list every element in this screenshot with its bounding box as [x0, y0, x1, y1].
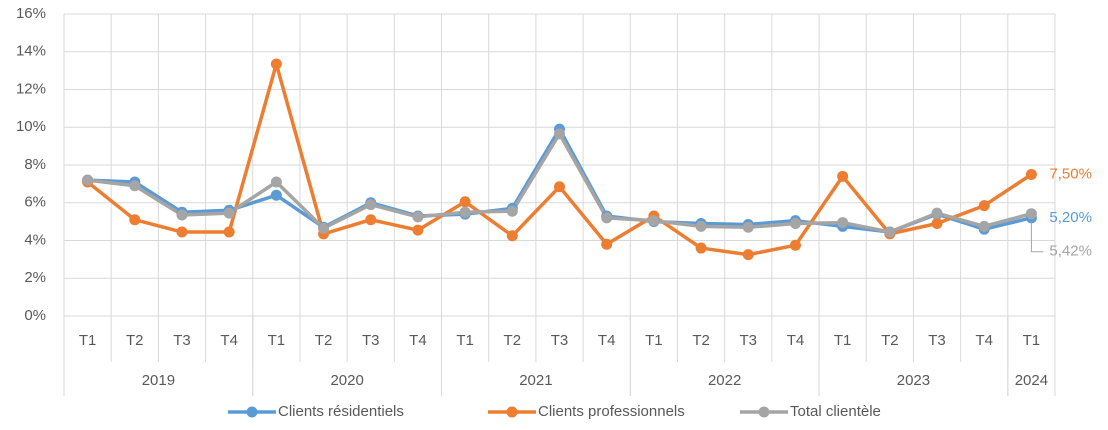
x-tick-label: T3 [551, 332, 569, 349]
data-point [931, 218, 943, 230]
data-point [459, 196, 471, 208]
x-tick-label: T2 [315, 332, 333, 349]
data-point [270, 176, 282, 188]
x-tick-label: T1 [1023, 332, 1041, 349]
data-point [459, 206, 471, 218]
data-point [82, 174, 94, 186]
y-tick-label: 2% [24, 269, 46, 286]
data-point [742, 221, 754, 233]
x-tick-label: T4 [598, 332, 616, 349]
data-point [223, 207, 235, 219]
x-tick-label: T4 [787, 332, 805, 349]
data-point [601, 238, 613, 250]
data-point [176, 209, 188, 221]
x-group-label: 2022 [708, 372, 741, 389]
x-tick-label: T3 [928, 332, 946, 349]
data-point [318, 222, 330, 234]
data-point [789, 218, 801, 230]
x-tick-label: T1 [834, 332, 852, 349]
x-tick-label: T2 [692, 332, 710, 349]
data-point [648, 215, 660, 227]
y-tick-label: 6% [24, 194, 46, 211]
data-label: 7,50% [1049, 165, 1092, 182]
x-group-label: 2019 [142, 372, 175, 389]
data-point [412, 224, 424, 236]
data-point [884, 226, 896, 238]
data-point [176, 226, 188, 238]
data-point [837, 217, 849, 229]
x-tick-label: T1 [645, 332, 663, 349]
data-label: 5,20% [1049, 209, 1092, 226]
x-tick-label: T3 [740, 332, 758, 349]
data-point [1025, 168, 1037, 180]
legend-label: Total clientèle [790, 403, 881, 420]
y-tick-label: 14% [16, 43, 46, 60]
data-point [554, 181, 565, 193]
data-point [931, 207, 943, 219]
x-tick-label: T3 [362, 332, 380, 349]
data-point [695, 242, 707, 254]
y-tick-label: 10% [16, 118, 46, 135]
data-point [129, 214, 141, 226]
x-tick-label: T2 [881, 332, 899, 349]
x-tick-label: T3 [173, 332, 191, 349]
data-point [601, 212, 613, 224]
y-tick-label: 16% [16, 5, 46, 22]
x-group-label: 2023 [897, 372, 930, 389]
data-point [223, 226, 235, 238]
legend-marker [246, 406, 258, 418]
data-point [270, 58, 282, 70]
legend-marker [758, 406, 770, 418]
series-line [86, 62, 1033, 257]
data-point [695, 220, 707, 232]
x-tick-label: T2 [504, 332, 522, 349]
y-tick-label: 0% [24, 307, 46, 324]
x-tick-label: T2 [126, 332, 144, 349]
data-point [270, 189, 282, 201]
x-tick-label: T1 [456, 332, 474, 349]
data-point [554, 128, 565, 140]
data-point [412, 211, 424, 223]
x-tick-label: T4 [975, 332, 993, 349]
data-point [978, 220, 990, 232]
data-point [365, 199, 377, 211]
data-point [506, 230, 518, 242]
data-point [742, 249, 754, 261]
y-tick-label: 12% [16, 80, 46, 97]
y-tick-label: 8% [24, 156, 46, 173]
data-point [365, 214, 377, 226]
legend-label: Clients professionnels [538, 403, 685, 420]
x-tick-label: T1 [79, 332, 97, 349]
data-point [506, 205, 518, 217]
y-tick-label: 4% [24, 231, 46, 248]
data-label: 5,42% [1049, 243, 1092, 260]
data-point [978, 200, 990, 212]
data-point [1025, 208, 1037, 220]
data-point [789, 239, 801, 251]
x-group-label: 2020 [330, 372, 363, 389]
x-tick-label: T4 [220, 332, 238, 349]
x-tick-label: T4 [409, 332, 427, 349]
x-tick-label: T1 [268, 332, 286, 349]
data-point [837, 170, 849, 182]
x-group-label: 2021 [519, 372, 552, 389]
data-point [129, 180, 141, 192]
legend-label: Clients résidentiels [278, 403, 404, 420]
x-group-label: 2024 [1015, 372, 1048, 389]
legend-marker [506, 406, 518, 418]
label-leader [1030, 221, 1044, 253]
